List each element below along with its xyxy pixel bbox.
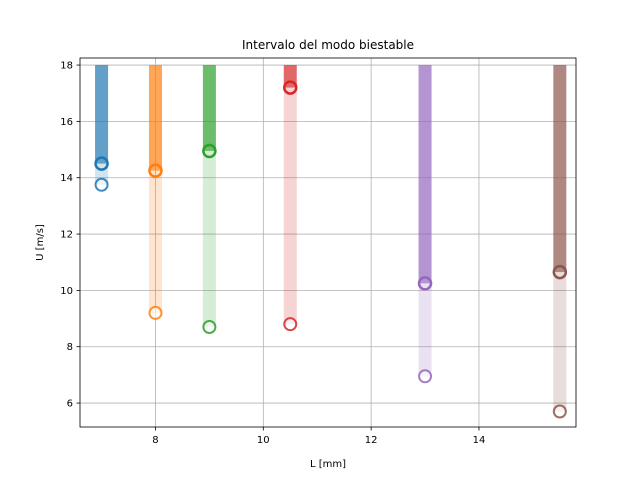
interval-bar-faint <box>553 272 567 412</box>
interval-bars <box>95 65 567 412</box>
plot-frame <box>79 57 577 428</box>
upper-point-marker <box>148 163 163 178</box>
y-tick-label: 8 <box>67 342 73 353</box>
x-tick-label: 12 <box>365 435 378 446</box>
y-tick-label: 10 <box>60 286 73 297</box>
x-tick-label: 10 <box>257 435 270 446</box>
y-tick-label: 6 <box>67 399 73 410</box>
upper-point-marker <box>94 156 109 171</box>
interval-bar-faint <box>418 283 432 377</box>
x-axis-label: L [mm] <box>310 459 346 470</box>
interval-bar-solid <box>418 65 432 284</box>
upper-point-marker <box>283 80 298 95</box>
gridlines <box>80 58 576 427</box>
lower-point-marker <box>94 177 109 192</box>
interval-markers <box>94 80 568 419</box>
lower-point-marker <box>148 305 163 320</box>
upper-point-marker <box>202 143 217 159</box>
plot-area <box>80 58 576 427</box>
lower-point-marker <box>202 320 217 335</box>
interval-bar-solid <box>202 65 216 151</box>
y-axis-label: U [m/s] <box>35 224 46 261</box>
interval-bar-faint <box>283 87 297 325</box>
y-tick-label: 12 <box>60 230 73 241</box>
upper-point-marker <box>417 276 433 291</box>
x-tick-label: 8 <box>152 435 158 446</box>
y-tick-label: 16 <box>60 117 73 128</box>
x-axis-ticks: 8 10 12 14 <box>152 427 485 446</box>
lower-point-marker <box>418 369 433 384</box>
interval-bar-faint <box>148 170 162 313</box>
y-axis-ticks: 6 8 10 12 14 16 18 <box>60 61 80 410</box>
chart-title: Intervalo del modo biestable <box>242 38 414 52</box>
lower-point-marker <box>283 317 298 332</box>
upper-point-marker <box>552 264 568 280</box>
y-tick-label: 18 <box>60 61 73 72</box>
y-tick-label: 14 <box>60 173 73 184</box>
interval-bar-faint <box>202 150 216 328</box>
interval-bar-solid <box>95 65 109 164</box>
interval-bar-solid <box>148 65 162 171</box>
interval-bar-solid <box>553 65 567 273</box>
lower-point-marker <box>552 404 567 419</box>
x-tick-label: 14 <box>473 435 486 446</box>
